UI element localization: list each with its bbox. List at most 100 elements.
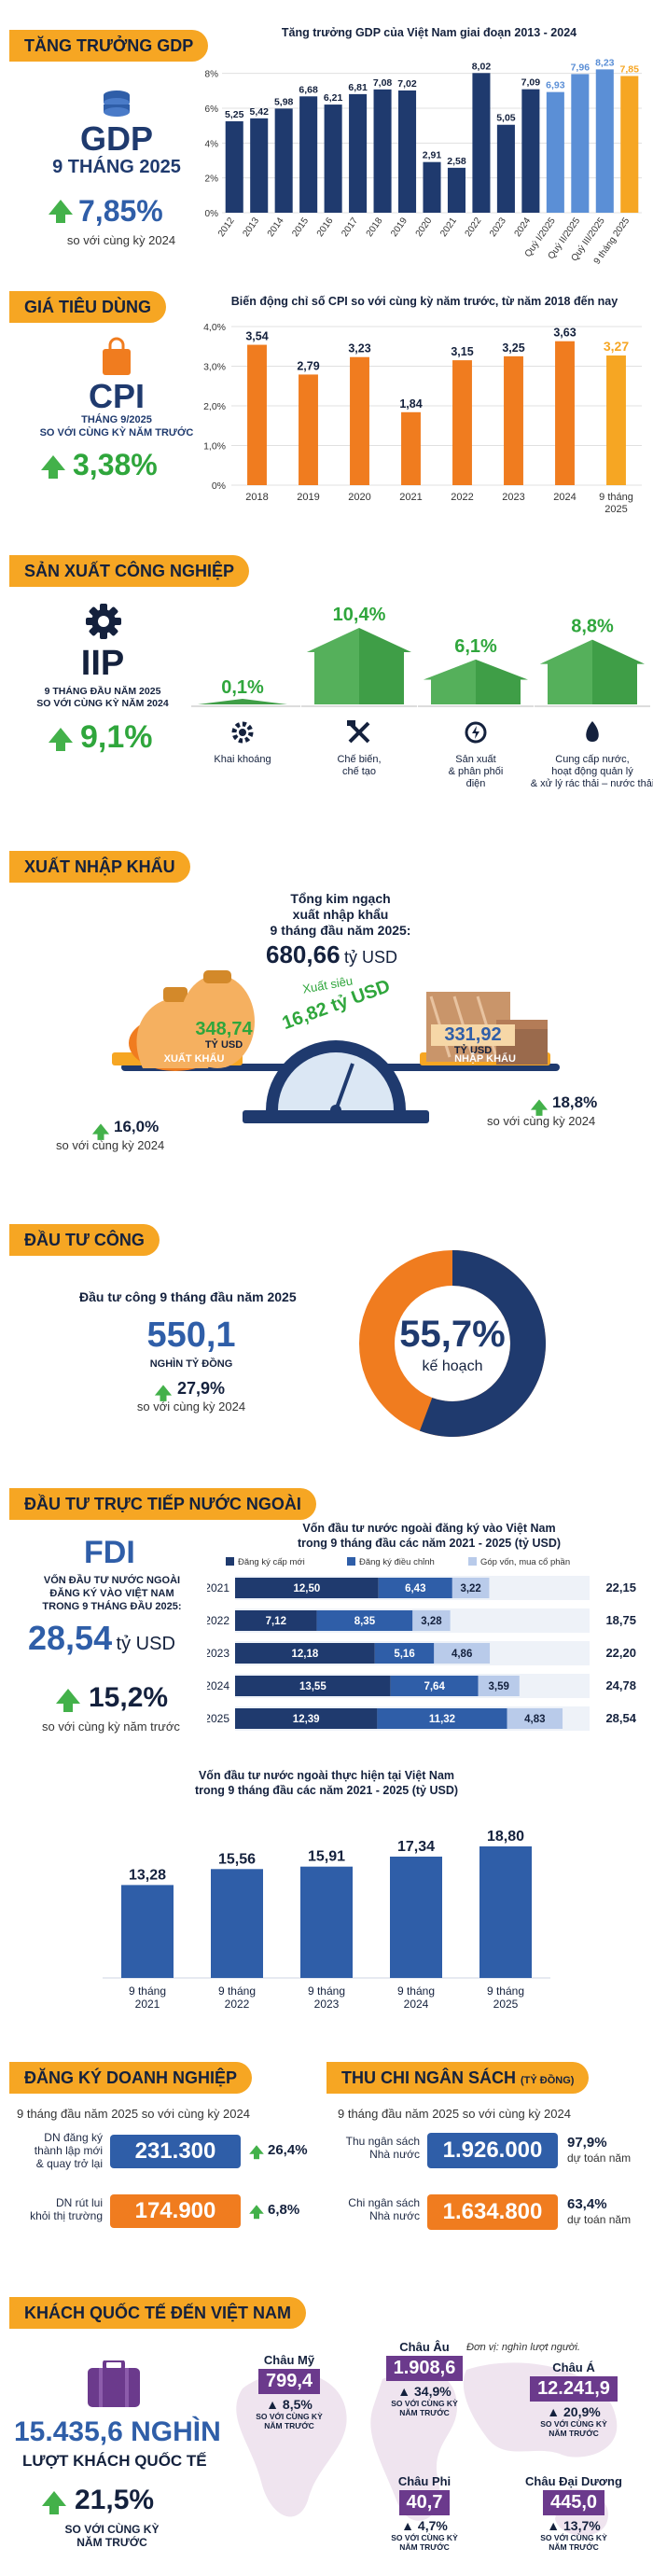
fdi-total: 28,54 tỷ USD bbox=[28, 1619, 175, 1658]
gdp-bar bbox=[250, 118, 269, 213]
gdp-y-tick: 2% bbox=[205, 174, 219, 185]
fdi-legend-item: Góp vốn, mua cổ phần bbox=[468, 1557, 570, 1567]
cpi-section-title: GIÁ TIÊU DÙNG bbox=[9, 291, 167, 323]
fdi-bar-segment bbox=[378, 1578, 452, 1598]
gdp-y-tick: 6% bbox=[205, 104, 219, 115]
fdi-section-title: ĐẦU TƯ TRỰC TIẾP NƯỚC NGOÀI bbox=[9, 1488, 316, 1520]
iip-growth-arrow-icon bbox=[49, 728, 73, 751]
public-invest-section-title: ĐẦU TƯ CÔNG bbox=[9, 1224, 160, 1256]
cpi-chart: 0% 1,0% 2,0% 3,0% 4,0% 3,54 2018 2,79 2019 3,23 20… bbox=[203, 322, 642, 515]
gdp-x-tick: 2020 bbox=[414, 216, 435, 239]
tourism-region-value: 12.241,9 bbox=[530, 2376, 618, 2402]
fdi-real-bar bbox=[479, 1846, 532, 1978]
iip-compare: SO VỚI CÙNG KỲ NĂM 2024 bbox=[36, 698, 169, 709]
fdi-segment-label: 12,50 bbox=[293, 1583, 320, 1594]
cpi-bar bbox=[606, 355, 626, 485]
fdi-segment-label: 6,43 bbox=[405, 1583, 425, 1594]
fdi-segment-label: 8,35 bbox=[354, 1616, 376, 1627]
tourism-region-name: Châu Mỹ bbox=[263, 2353, 315, 2367]
gdp-growth-arrow-icon bbox=[49, 200, 73, 223]
fdi-bar-segment bbox=[412, 1610, 451, 1631]
svg-text:2020: 2020 bbox=[348, 492, 370, 503]
export-compare: so với cùng kỳ 2024 bbox=[56, 1138, 165, 1152]
tourism-region: Châu Á 12.241,9 ▲ 20,9% SO VỚI CÙNG KỲ NĂM … bbox=[522, 2360, 625, 2438]
iip-label: IIP bbox=[80, 644, 125, 683]
gdp-data-label: 5,98 bbox=[274, 96, 294, 107]
tourism-total-value: 15.435,6 NGHÌN bbox=[14, 2416, 221, 2447]
business-item-growth: 26,4% bbox=[268, 2142, 308, 2158]
gdp-data-label: 7,96 bbox=[571, 62, 590, 73]
iip-sector: 10,4% Chế biến,chế tạo bbox=[301, 605, 417, 777]
cpi-data-label: 3,25 bbox=[502, 341, 524, 355]
import-growth-arrow-icon bbox=[530, 1099, 549, 1116]
public-invest-donut bbox=[359, 1250, 547, 1437]
business-subtitle: 9 tháng đầu năm 2025 so với cùng kỳ 2024 bbox=[17, 2107, 250, 2121]
public-invest-compare: so với cùng kỳ 2024 bbox=[136, 1399, 246, 1413]
svg-text:Cung cấp nước,: Cung cấp nước, bbox=[555, 754, 629, 765]
fdi-bar-segment bbox=[390, 1676, 479, 1696]
svg-text:2025: 2025 bbox=[493, 1998, 519, 2011]
budget-item-note: dự toán năm bbox=[567, 2151, 632, 2165]
gdp-x-tick: 2022 bbox=[464, 216, 484, 239]
gdp-bar bbox=[595, 69, 614, 213]
fdi-segment-label: 13,55 bbox=[299, 1681, 326, 1692]
iip-sector-arrow bbox=[198, 699, 287, 704]
budget-section-title: THU CHI NGÂN SÁCH (TỶ ĐỒNG) bbox=[326, 2062, 590, 2094]
trade-section: XUẤT NHẬP KHẨU Tổng kim ngạch xuất nhập … bbox=[0, 840, 653, 1176]
cpi-growth-arrow-icon bbox=[41, 455, 65, 479]
gdp-x-tick: 2018 bbox=[365, 216, 385, 239]
svg-text:Đăng ký điều chỉnh: Đăng ký điều chỉnh bbox=[359, 1557, 435, 1567]
iip-sector-value: 10,4% bbox=[333, 605, 386, 625]
gdp-growth: 7,85% bbox=[78, 194, 163, 228]
fdi-growth-arrow-icon bbox=[56, 1689, 80, 1712]
import-growth: 18,8% bbox=[552, 1093, 598, 1111]
cpi-y-tick: 0% bbox=[212, 480, 226, 492]
fdi-total-label: 22,20 bbox=[605, 1646, 636, 1660]
fdi-bar-segment bbox=[235, 1676, 391, 1696]
gdp-bar bbox=[546, 91, 564, 213]
fdi-growth: 15,2% bbox=[89, 1682, 169, 1713]
budget-item-note: dự toán năm bbox=[567, 2213, 632, 2226]
tourism-region: Châu Phi 40,7 ▲ 4,7% SO VỚI CÙNG KỲ NĂM TRƯ… bbox=[373, 2474, 476, 2552]
business-item-label: DN rút lui khỏi thị trường bbox=[30, 2196, 103, 2222]
iip-section: SẢN XUẤT CÔNG NGHIỆP IIP 9 THÁNG ĐẦU NĂM… bbox=[0, 546, 653, 826]
svg-text:& xử lý rác thải – nước thải: & xử lý rác thải – nước thải bbox=[531, 778, 653, 789]
cpi-chart-title: Biến động chỉ số CPI so với cùng kỳ năm … bbox=[230, 295, 618, 308]
gdp-bar bbox=[447, 167, 465, 213]
gdp-bar bbox=[225, 121, 243, 213]
gdp-section-title: TĂNG TRƯỞNG GDP bbox=[9, 30, 209, 62]
iip-sector: 0,1% Khai khoáng bbox=[191, 677, 300, 765]
fdi-value: 28,54 bbox=[28, 1619, 113, 1657]
cpi-x-tick: 2020 bbox=[348, 492, 370, 503]
tourism-section: KHÁCH QUỐC TẾ ĐẾN VIỆT NAM Đơn vị: nghìn… bbox=[0, 2286, 653, 2576]
fdi-compare: so với cùng kỳ năm trước bbox=[42, 1720, 180, 1734]
gauge-needle bbox=[334, 1063, 354, 1111]
budget-title-unit: (TỶ ĐỒNG) bbox=[521, 2075, 575, 2086]
svg-text:2022: 2022 bbox=[225, 1998, 250, 2011]
gdp-y-tick: 4% bbox=[205, 139, 219, 149]
svg-text:Góp vốn, mua cổ phần: Góp vốn, mua cổ phần bbox=[480, 1557, 570, 1567]
gdp-x-tick: 2016 bbox=[315, 216, 336, 239]
business-item-value: 231.300 bbox=[110, 2135, 241, 2168]
tourism-region-compare: SO VỚI CÙNG KỲ NĂM TRƯỚC bbox=[540, 2533, 607, 2552]
trade-total: 680,66 tỷ USD bbox=[266, 940, 452, 969]
public-invest-section: ĐẦU TƯ CÔNG Đầu tư công 9 tháng đầu năm … bbox=[0, 1213, 653, 1465]
tourism-region-growth: ▲ 4,7% bbox=[401, 2518, 448, 2533]
import-compare: so với cùng kỳ 2024 bbox=[487, 1114, 596, 1128]
svg-text:9 tháng: 9 tháng bbox=[218, 1984, 256, 1998]
gdp-x-tick: 2017 bbox=[340, 216, 360, 239]
gdp-x-tick: 2015 bbox=[290, 216, 311, 239]
svg-text:Chế biến,: Chế biến, bbox=[337, 754, 381, 765]
cpi-data-label: 3,63 bbox=[553, 327, 576, 340]
cpi-x-tick: 2019 bbox=[297, 492, 319, 503]
gdp-data-label: 7,08 bbox=[373, 77, 393, 89]
budget-item-pct: 97,9% bbox=[567, 2135, 607, 2151]
fdi-bar-segment bbox=[235, 1578, 379, 1598]
donut-label: kế hoạch bbox=[422, 1358, 483, 1374]
tourism-region-compare: SO VỚI CÙNG KỲ NĂM TRƯỚC bbox=[540, 2419, 607, 2438]
